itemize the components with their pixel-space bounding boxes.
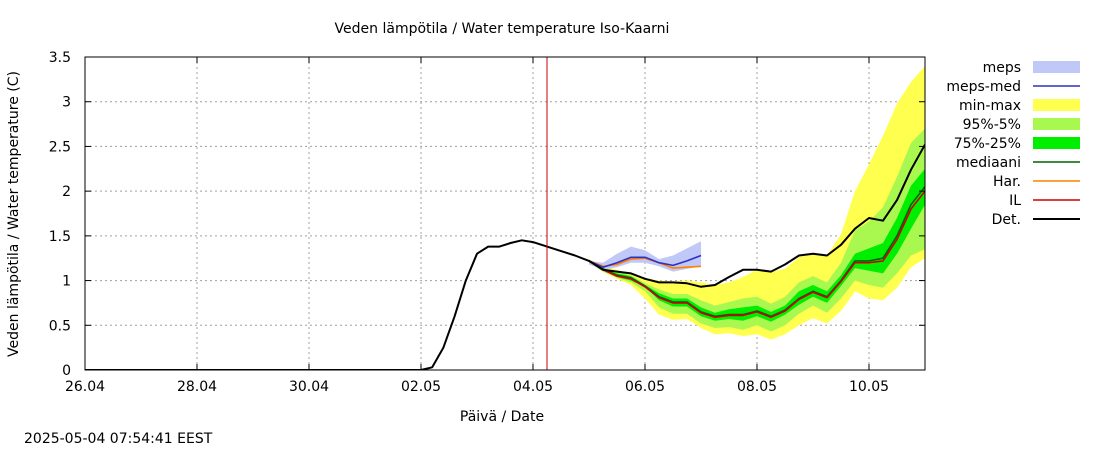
legend-swatch (1033, 118, 1080, 130)
y-tick-label: 1.5 (49, 229, 71, 245)
y-tick-label: 0 (62, 363, 71, 379)
timestamp: 2025-05-04 07:54:41 EEST (24, 431, 213, 447)
legend-label: IL (1009, 193, 1021, 209)
chart-title: Veden lämpötila / Water temperature Iso-… (335, 21, 670, 37)
band-75-25- (589, 168, 925, 322)
series-meps-med (588, 254, 702, 269)
y-axis-label: Veden lämpötila / Water temperature (C) (6, 71, 22, 357)
y-tick-label: 2 (62, 184, 71, 200)
x-tick-label: 10.05 (849, 379, 889, 395)
x-tick-label: 30.04 (289, 379, 329, 395)
axis-ticks: 26.04 28.04 30.04 02.05 04.05 06.05 08.05 10.05… (49, 50, 925, 395)
legend-label: Har. (993, 174, 1021, 190)
y-tick-label: 3 (62, 95, 71, 111)
x-tick-label: 06.05 (625, 379, 665, 395)
y-tick-label: 1 (62, 274, 71, 290)
x-tick-label: 28.04 (177, 379, 217, 395)
series-det- (85, 144, 925, 370)
legend-label: 75%-25% (954, 136, 1021, 152)
x-tick-label: 02.05 (401, 379, 441, 395)
series-il (588, 190, 925, 319)
y-tick-label: 3.5 (49, 50, 71, 66)
legend-label: mediaani (956, 155, 1021, 171)
x-tick-label: 04.05 (513, 379, 553, 395)
legend: meps meps-med min-max 95%-5% 75%-25% mediaani… (946, 60, 1080, 228)
y-tick-label: 2.5 (49, 139, 71, 155)
legend-swatch (1033, 99, 1080, 111)
x-axis-label: Päivä / Date (460, 409, 544, 425)
x-tick-label: 08.05 (737, 379, 777, 395)
x-tick-label: 26.04 (65, 379, 105, 395)
series-lines (85, 144, 925, 370)
legend-label: meps (983, 60, 1021, 76)
legend-label: Det. (992, 212, 1021, 228)
legend-label: 95%-5% (963, 117, 1021, 133)
legend-label: min-max (959, 98, 1021, 114)
legend-swatch (1033, 61, 1080, 73)
legend-label: meps-med (946, 79, 1021, 95)
y-tick-label: 0.5 (49, 318, 71, 334)
plot-frame (84, 56, 926, 371)
legend-swatch (1033, 137, 1080, 149)
